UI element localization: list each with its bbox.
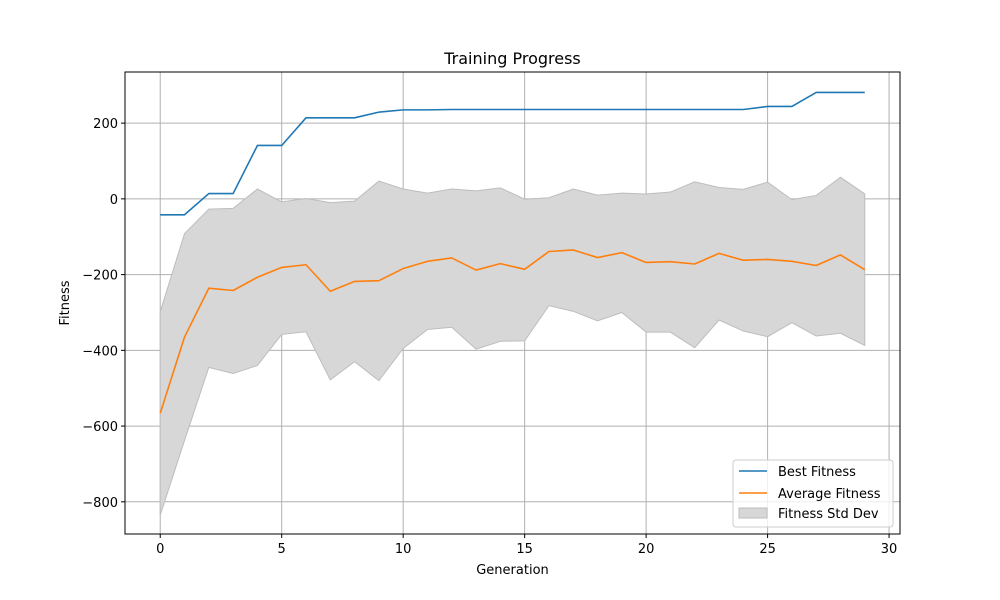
- y-tick-label: 0: [110, 193, 118, 208]
- y-axis-label: Fitness: [58, 280, 73, 325]
- x-tick-label: 10: [395, 542, 412, 557]
- legend-box: [732, 459, 894, 528]
- plot-frame: [124, 71, 901, 535]
- legend-swatch-std-dev: [738, 507, 768, 519]
- legend: Best Fitness Average Fitness Fitness Std…: [732, 459, 894, 528]
- y-tick-label: −600: [82, 420, 118, 435]
- y-tick-label: 200: [93, 117, 118, 132]
- legend-label-average-fitness: Average Fitness: [778, 487, 881, 502]
- y-tick-label: −200: [82, 269, 118, 284]
- legend-label-std-dev: Fitness Std Dev: [778, 507, 879, 522]
- y-tick-label: −400: [82, 344, 118, 359]
- x-tick-label: 15: [516, 542, 533, 557]
- series-line-average-fitness: [159, 249, 866, 414]
- x-tick-label: 30: [881, 542, 898, 557]
- std-dev-band-layer: [159, 176, 866, 516]
- x-tick-label: 0: [156, 542, 164, 557]
- x-tick-label: 25: [759, 542, 776, 557]
- legend-label-best-fitness: Best Fitness: [778, 465, 856, 480]
- series-layer: [159, 91, 866, 414]
- chart-title: Training Progress: [443, 49, 581, 68]
- x-tick-label: 5: [278, 542, 286, 557]
- y-axis-ticks: −800 −600 −400 −200 0 200: [82, 117, 125, 511]
- x-axis-ticks: 0 5 10 15 20 25 30: [156, 534, 897, 557]
- std-dev-band: [159, 176, 866, 516]
- y-tick-label: −800: [82, 496, 118, 511]
- x-tick-label: 20: [638, 542, 655, 557]
- series-line-best-fitness: [160, 91, 865, 216]
- x-axis-label: Generation: [476, 563, 549, 578]
